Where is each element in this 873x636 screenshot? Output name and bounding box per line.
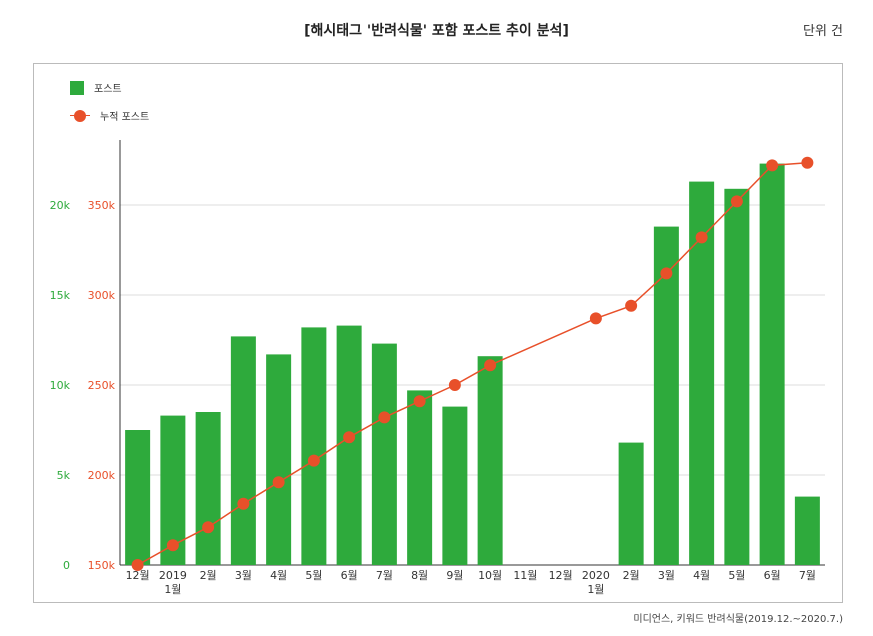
x-tick-label: 7월 <box>799 569 816 582</box>
x-tick-label: 2월 <box>200 569 217 582</box>
legend-item-line: 누적 포스트 <box>70 108 149 123</box>
left-tick-label: 20k <box>50 199 71 212</box>
legend-line-label: 누적 포스트 <box>100 112 150 123</box>
x-tick-label: 4월 <box>270 569 287 582</box>
cumulative-point <box>131 559 144 571</box>
x-tick-label: 5월 <box>728 569 745 582</box>
x-tick-label: 3월 <box>235 569 252 582</box>
unit-label: 단위 건 <box>802 24 843 39</box>
x-tick-label: 11월 <box>513 569 537 582</box>
right-tick-label: 350k <box>88 199 116 212</box>
x-tick-label: 8월 <box>411 569 428 582</box>
bar <box>230 336 256 565</box>
cumulative-point <box>695 231 708 244</box>
bar <box>336 325 362 565</box>
cumulative-point <box>343 431 356 444</box>
cumulative-point <box>448 379 461 391</box>
x-tick-label: 2월 <box>623 569 640 582</box>
right-tick-label: 200k <box>88 469 116 482</box>
cumulative-point <box>202 521 215 534</box>
legend-bar-swatch <box>70 80 84 95</box>
legend-item-bar: 포스트 <box>70 80 122 95</box>
x-tick-label: 10월 <box>478 569 502 582</box>
legend-line-swatch <box>70 109 90 123</box>
cumulative-point <box>660 267 673 280</box>
left-tick-label: 15k <box>50 289 71 302</box>
bar <box>477 356 503 565</box>
cumulative-point <box>166 539 179 552</box>
source-note: 미디언스, 키워드 반려식물(2019.12.~2020.7.) <box>633 614 843 625</box>
cumulative-point <box>625 299 638 312</box>
left-tick-label: 10k <box>50 379 71 392</box>
x-tick-label: 2020 1월 <box>582 569 610 596</box>
right-tick-label: 250k <box>88 379 116 392</box>
right-tick-label: 300k <box>88 289 116 302</box>
bar <box>653 226 679 565</box>
cumulative-point <box>766 159 779 172</box>
cumulative-point <box>589 312 602 325</box>
bar <box>301 327 327 565</box>
bar <box>125 430 151 565</box>
bar <box>794 496 820 565</box>
cumulative-point <box>378 411 391 424</box>
cumulative-point <box>484 359 497 372</box>
bar <box>442 406 468 565</box>
cumulative-point <box>413 395 426 408</box>
bar <box>266 354 292 565</box>
bar <box>195 412 221 565</box>
chart-frame <box>33 63 843 603</box>
bar <box>407 390 433 565</box>
x-tick-label: 4월 <box>693 569 710 582</box>
bar <box>371 343 397 565</box>
cumulative-point <box>307 454 320 467</box>
x-tick-label: 9월 <box>446 569 463 582</box>
left-tick-label: 0 <box>63 559 70 572</box>
right-tick-label: 150k <box>88 559 116 572</box>
cumulative-point <box>272 476 285 489</box>
legend-bar-label: 포스트 <box>94 84 122 95</box>
x-tick-label: 6월 <box>341 569 358 582</box>
cumulative-line <box>137 161 808 566</box>
cumulative-point <box>237 497 250 510</box>
cumulative-point <box>730 195 743 208</box>
x-tick-label: 2019 1월 <box>159 569 187 596</box>
x-tick-label: 12월 <box>549 569 573 582</box>
bar <box>618 442 644 565</box>
x-tick-label: 12월 <box>126 569 150 582</box>
bar <box>724 188 750 566</box>
bar <box>759 163 785 565</box>
cumulative-point <box>801 156 814 169</box>
x-tick-label: 6월 <box>764 569 781 582</box>
x-tick-label: 3월 <box>658 569 675 582</box>
left-tick-label: 5k <box>57 469 71 482</box>
x-tick-label: 5월 <box>305 569 322 582</box>
x-tick-label: 7월 <box>376 569 393 582</box>
chart-title: [해시태그 '반려식물' 포함 포스트 추이 분석] <box>304 23 569 39</box>
